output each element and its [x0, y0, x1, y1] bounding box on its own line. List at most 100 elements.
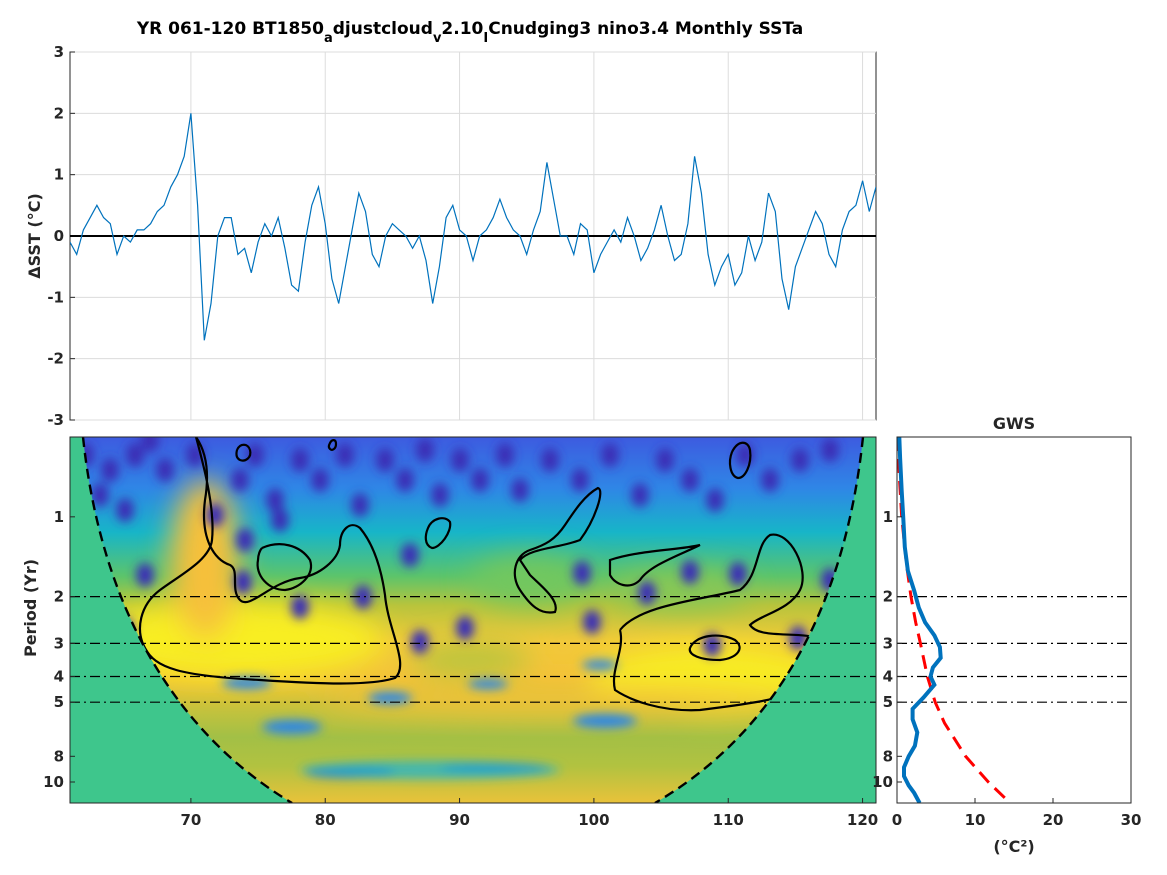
- low-power-spot: [601, 443, 619, 467]
- low-power-spot: [703, 633, 721, 657]
- gws-y-tick-label: 2: [883, 588, 893, 606]
- low-power-spot: [236, 528, 254, 552]
- wavelet-axes-box: [69, 436, 877, 804]
- gws-y-tick-label: 5: [883, 693, 893, 711]
- low-power-spot: [271, 508, 289, 532]
- low-power-spot: [681, 560, 699, 584]
- low-power-spot: [761, 468, 779, 492]
- low-power-spot: [411, 630, 429, 654]
- top-y-tick-label: 1: [54, 166, 64, 184]
- coi-right-fill: [655, 437, 876, 803]
- wavelet-y-tick-label: 4: [54, 667, 64, 685]
- top-y-tick-label: -2: [47, 350, 64, 368]
- wavelet-y-tick-label: 3: [54, 634, 64, 652]
- gws-y-tick-label: 4: [883, 667, 893, 685]
- gws-y-tick-label: 8: [883, 747, 893, 765]
- low-power-spot: [376, 448, 394, 472]
- gws-title: GWS: [993, 414, 1035, 433]
- low-power-spot: [206, 503, 224, 527]
- low-power-spot: [291, 448, 309, 472]
- low-power-spot: [116, 498, 134, 522]
- coi-left-fill: [70, 437, 292, 803]
- title-part: Cnudging3 nino3.4 Monthly SSTa: [488, 19, 803, 39]
- top-y-ticks: -3 -2 -1 0 1 2 3: [47, 43, 75, 429]
- low-power-spot: [729, 562, 747, 586]
- low-power-spot: [638, 581, 656, 605]
- low-power-spot: [706, 488, 724, 512]
- chart-title: YR 061-120 BT1850adjustcloudv2.10ICnudgi…: [136, 19, 803, 46]
- low-power-spot: [231, 468, 249, 492]
- top-y-tick-label: 2: [54, 104, 64, 122]
- wavelet-y-tick-label: 10: [43, 773, 64, 791]
- title-part: 2.10: [441, 19, 483, 39]
- gws-y-tick-label: 10: [872, 773, 893, 791]
- low-power-spot: [416, 438, 434, 462]
- low-power-spot: [791, 448, 809, 472]
- low-power-spots: [76, 437, 839, 657]
- gws-x-tick-label: 30: [1121, 811, 1142, 829]
- title-part: djustcloud: [333, 19, 433, 39]
- coi-left-curve: [81, 437, 293, 803]
- wavelet-x-ticks: 70 80 90 100 110 120: [180, 798, 878, 829]
- top-ylabel: ΔSST (°C): [25, 193, 44, 279]
- top-y-tick-label: 0: [54, 227, 64, 245]
- gws-xlabel: (°C²): [993, 837, 1034, 856]
- gws-y-tick-label: 1: [883, 508, 893, 526]
- low-power-spot: [456, 616, 474, 640]
- title-part: a: [324, 31, 333, 46]
- gws-x-tick-label: 0: [892, 811, 902, 829]
- top-y-tick-label: -3: [47, 411, 64, 429]
- top-y-tick-label: 3: [54, 43, 64, 61]
- wavelet-x-tick-label: 110: [713, 811, 744, 829]
- low-power-spot: [336, 443, 354, 467]
- low-power-spot: [101, 458, 119, 482]
- low-power-spot: [354, 585, 372, 609]
- significance-contours: [138, 437, 830, 712]
- gws-axes-bg: [897, 437, 1131, 803]
- low-power-spot: [396, 468, 414, 492]
- time-series-panel: -3 -2 -1 0 1 2 3 ΔSST (°C): [25, 43, 877, 429]
- gws-y-tick-label: 3: [883, 634, 893, 652]
- low-power-spot: [234, 570, 252, 594]
- gws-axes-box: [896, 436, 1132, 804]
- wavelet-x-tick-label: 90: [449, 811, 470, 829]
- low-power-spot: [471, 468, 489, 492]
- gws-y-ticks: 1 2 3 4 5 8 10: [872, 508, 902, 791]
- coi-right-curve: [654, 437, 865, 803]
- low-power-spot: [631, 483, 649, 507]
- low-power-spot: [431, 483, 449, 507]
- low-power-spot: [311, 468, 329, 492]
- gws-x-tick-label: 20: [1043, 811, 1064, 829]
- wavelet-x-tick-label: 120: [847, 811, 878, 829]
- title-part: YR 061-120 BT1850: [136, 19, 324, 39]
- low-power-spot: [451, 448, 469, 472]
- sst-series-line: [70, 113, 876, 341]
- low-power-spot: [91, 483, 109, 507]
- low-power-spot: [401, 543, 419, 567]
- low-power-spot: [789, 626, 807, 650]
- low-power-spot: [141, 437, 159, 452]
- gws-power-line: [897, 437, 943, 803]
- low-power-spot: [571, 468, 589, 492]
- wavelet-panel: 70 80 90 100 110 120 1 2 3 4 5 8 10 Period (Yr): [21, 436, 878, 829]
- gws-panel: 0 10 20 30 1 2 3 4 5 8 10 GWS (°C²): [872, 414, 1141, 856]
- low-power-spot: [136, 563, 154, 587]
- low-power-spot: [291, 595, 309, 619]
- gws-x-ticks: 0 10 20 30: [892, 798, 1142, 829]
- gws-reference-lines: [897, 596, 1131, 703]
- wavelet-y-tick-label: 2: [54, 588, 64, 606]
- wavelet-y-tick-label: 1: [54, 508, 64, 526]
- wavelet-ylabel: Period (Yr): [21, 559, 40, 657]
- wavelet-y-tick-label: 8: [54, 747, 64, 765]
- low-power-spot: [511, 478, 529, 502]
- wavelet-x-tick-label: 100: [578, 811, 609, 829]
- gws-x-tick-label: 10: [965, 811, 986, 829]
- low-power-spot: [656, 448, 674, 472]
- title-part: v: [433, 31, 442, 46]
- low-power-spot: [681, 468, 699, 492]
- low-power-spot: [583, 610, 601, 634]
- wavelet-x-tick-label: 70: [180, 811, 201, 829]
- low-power-bands: [222, 660, 637, 779]
- low-power-spot: [541, 448, 559, 472]
